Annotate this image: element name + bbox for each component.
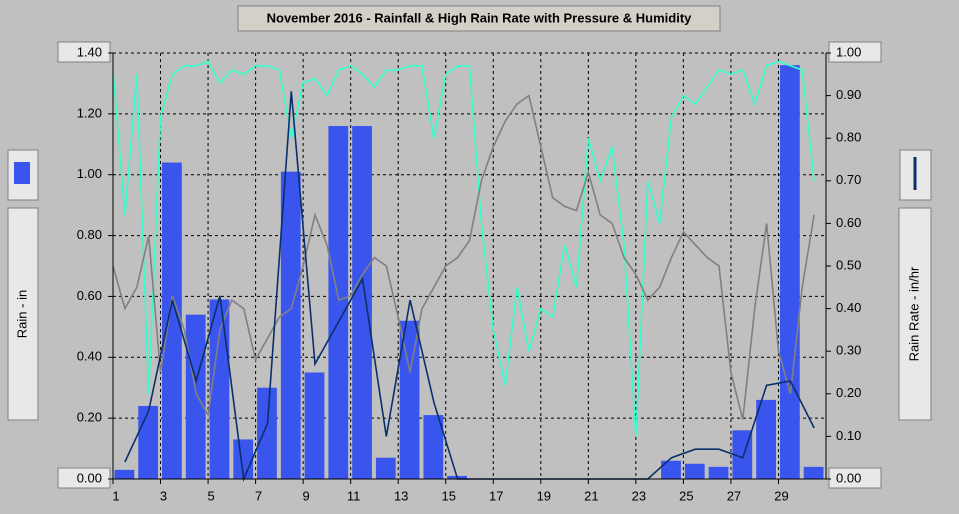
bar <box>280 171 301 479</box>
series-line <box>112 60 815 437</box>
y-tick-label: 0.40 <box>77 349 102 364</box>
y2-tick-label: 0.10 <box>836 428 861 443</box>
tick-box <box>828 467 882 489</box>
series-line <box>112 94 815 420</box>
bar <box>423 415 444 479</box>
bar <box>328 126 349 480</box>
x-tick-label: 19 <box>537 488 551 503</box>
chart-title: November 2016 - Rainfall & High Rain Rat… <box>267 10 693 25</box>
bar <box>399 320 420 479</box>
y-axis-label: Rain - in <box>14 290 29 338</box>
y2-tick-label: 0.00 <box>836 470 861 485</box>
y2-tick-label: 1.00 <box>836 44 861 59</box>
bar <box>352 126 372 480</box>
x-tick-label: 23 <box>632 488 646 503</box>
x-tick-label: 13 <box>394 488 408 503</box>
bar <box>756 399 776 479</box>
bar <box>114 469 135 479</box>
ylabel-box <box>7 207 39 421</box>
y2-tick-label: 0.70 <box>836 172 861 187</box>
bar <box>661 460 681 479</box>
x-tick-label: 7 <box>255 488 262 503</box>
y2-tick-label: 0.80 <box>836 130 861 145</box>
y-tick-label: 0.80 <box>77 227 102 242</box>
bar <box>162 162 182 480</box>
y-tick-label: 0.20 <box>77 410 102 425</box>
tick-box <box>828 41 882 63</box>
y2label-box <box>898 207 932 421</box>
x-tick-label: 17 <box>489 488 503 503</box>
x-tick-label: 1 <box>112 488 119 503</box>
y-tick-label: 1.20 <box>77 105 102 120</box>
y-tick-label: 0.60 <box>77 288 102 303</box>
bar <box>708 466 729 479</box>
x-tick-label: 27 <box>727 488 741 503</box>
y2-tick-label: 0.50 <box>836 257 861 272</box>
x-tick-label: 25 <box>679 488 693 503</box>
bar <box>209 299 230 479</box>
x-tick-label: 3 <box>160 488 167 503</box>
x-tick-label: 21 <box>584 488 598 503</box>
bar <box>304 372 325 479</box>
x-tick-label: 15 <box>441 488 455 503</box>
y2-tick-label: 0.20 <box>836 385 861 400</box>
y-tick-label: 1.00 <box>77 166 102 181</box>
y2-tick-label: 0.30 <box>836 343 861 358</box>
x-tick-label: 5 <box>207 488 214 503</box>
bar <box>185 314 206 479</box>
y2-tick-label: 0.90 <box>836 87 861 102</box>
x-tick-label: 29 <box>774 488 788 503</box>
x-tick-label: 9 <box>303 488 310 503</box>
bar <box>779 65 800 480</box>
bar <box>257 387 277 479</box>
y2-axis-label: Rain Rate - in/hr <box>906 266 921 361</box>
tick-box <box>57 467 111 489</box>
x-tick-label: 11 <box>347 488 361 503</box>
tick-box <box>57 41 111 63</box>
y2-tick-label: 0.40 <box>836 300 861 315</box>
bar <box>803 466 824 479</box>
title-box <box>237 5 721 32</box>
legend-swatch-bar <box>14 162 30 184</box>
bar <box>684 463 705 479</box>
y-tick-label: 1.40 <box>77 44 102 59</box>
bar <box>375 457 396 479</box>
plot-area: 0.00 0.20 0.40 0.60 0.80 1.00 1.20 1.40 0.00 0.10… <box>77 44 862 503</box>
y2-tick-label: 0.60 <box>836 215 861 230</box>
bar <box>138 405 159 479</box>
y-tick-label: 0.00 <box>77 470 102 485</box>
